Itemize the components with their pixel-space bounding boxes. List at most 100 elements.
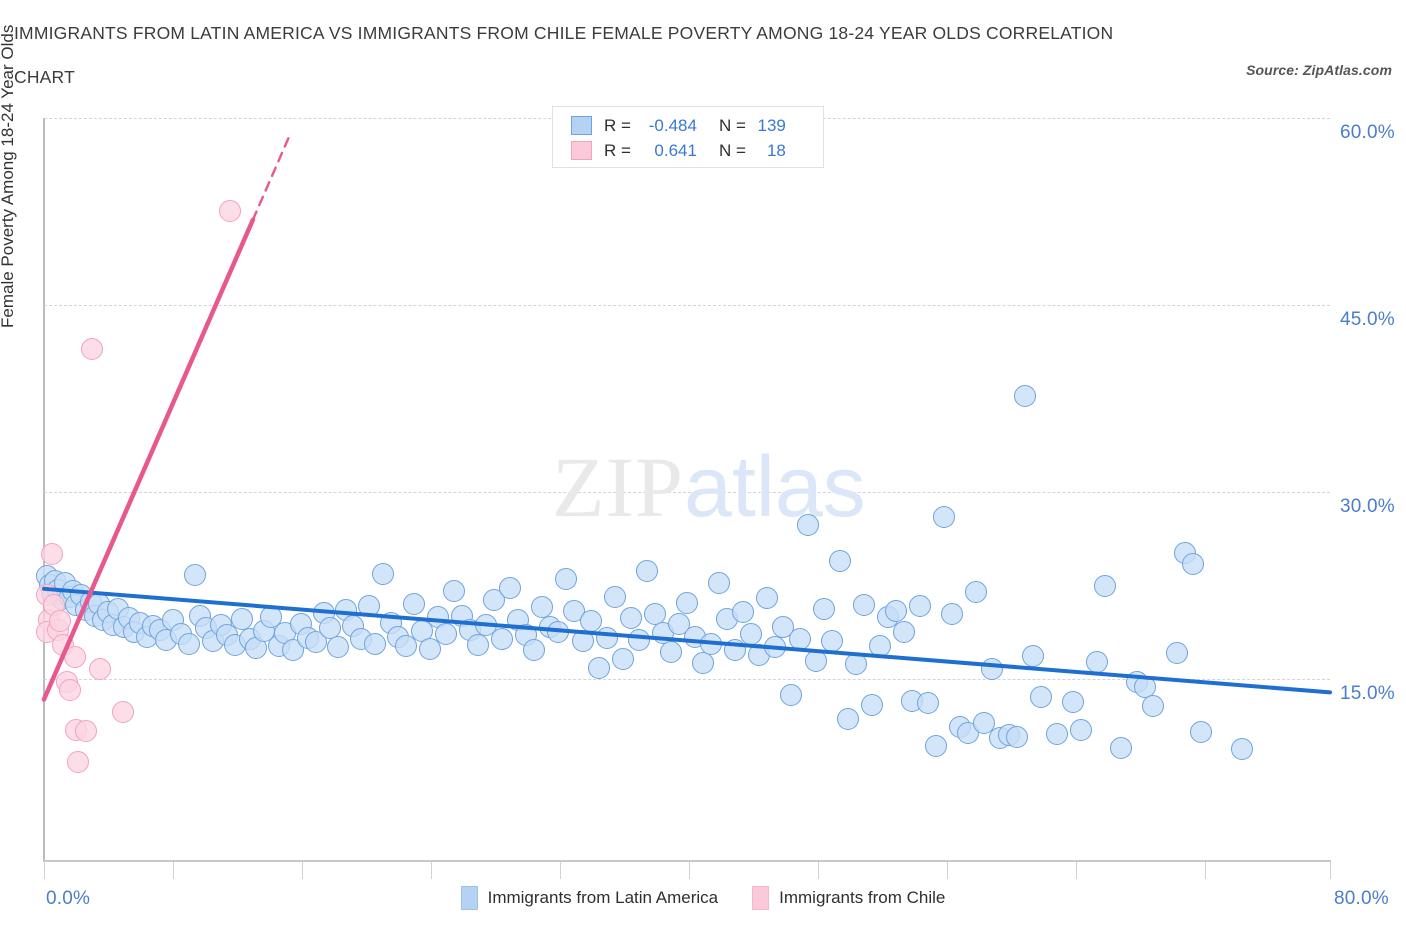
x-tick-2 [302,862,303,879]
data-point [1045,723,1068,746]
data-point [184,563,207,586]
x-max-label: 80.0% [1334,888,1389,909]
x-min-label: 0.0% [46,888,91,909]
legend-item-latin-america[interactable]: Immigrants from Latin America [460,886,718,910]
data-point [1182,553,1205,576]
stats-r-label-chile: R = [604,140,631,160]
data-point [868,634,891,657]
data-point [788,627,811,650]
data-point [732,601,755,624]
stats-swatch-chile [571,141,592,160]
watermark: ZIPatlas [552,444,866,530]
source-label: Source: ZipAtlas.com [1246,62,1392,78]
data-point [917,691,940,714]
data-point [1134,675,1157,698]
data-point [925,734,948,757]
x-tick-5 [689,862,690,879]
data-point [619,606,642,629]
stats-row-chile: R = 0.641 N = 18 [553,138,823,163]
data-point [1190,720,1213,743]
data-point [1085,651,1108,674]
data-point [844,653,867,676]
data-point [796,513,819,536]
x-tick-3 [431,862,432,879]
data-point [941,603,964,626]
series-legend: Immigrants from Latin America Immigrants… [0,886,1406,910]
plot-area: ZIPatlas [36,118,1330,860]
data-point [547,620,570,643]
data-point [555,568,578,591]
data-point [1061,690,1084,713]
gridline-30 [44,492,1330,493]
data-point [708,571,731,594]
data-point [1166,641,1189,664]
data-point [700,632,723,655]
data-point [434,623,457,646]
data-point [442,580,465,603]
data-point [692,652,715,675]
data-point [230,608,253,631]
data-point [965,581,988,604]
data-point [820,630,843,653]
data-point [828,549,851,572]
page-title: IMMIGRANTS FROM LATIN AMERICA VS IMMIGRA… [14,20,1214,90]
data-point [603,585,626,608]
data-point [364,632,387,655]
x-tick-6 [818,862,819,879]
legend-item-chile[interactable]: Immigrants from Chile [752,886,945,910]
data-point [63,646,86,669]
data-point [893,620,915,643]
y-axis-title: Female Poverty Among 18-24 Year Olds [0,24,17,328]
stats-row-latin-america: R = -0.484 N = 139 [553,113,823,138]
x-tick-7 [947,862,948,879]
data-point [884,599,907,622]
data-point [327,636,350,658]
stats-r-value-chile: 0.641 [654,140,697,160]
data-point [467,633,490,656]
data-point [635,560,658,583]
data-point [499,576,522,599]
correlation-stats-box: R = -0.484 N = 139 R = 0.641 N = 18 [552,106,824,168]
y-tick-label-30: 30.0% [1340,496,1395,517]
data-point [981,658,1004,681]
data-point [41,542,64,565]
data-point [836,708,859,731]
data-point [491,627,514,650]
data-point [860,694,883,717]
data-point [1230,738,1253,761]
data-point [531,596,554,619]
data-point [111,701,134,724]
stats-n-label-chile: N = [718,140,746,160]
data-point [357,595,380,618]
data-point [372,562,395,585]
data-point [1029,686,1052,709]
x-tick-8 [1076,862,1077,879]
data-point [804,649,827,672]
data-point [764,636,787,658]
data-point [1069,718,1092,741]
watermark-zip: ZIP [552,439,684,535]
data-point [740,623,763,646]
data-point [756,587,779,610]
stats-n-label-latin-america: N = [718,115,746,135]
y-tick-label-60: 60.0% [1340,122,1395,143]
data-point [571,630,594,653]
stats-n-value-latin-america: 139 [757,115,786,135]
data-point [74,719,97,742]
data-point [587,656,610,679]
data-point [219,199,242,222]
x-tick-9 [1205,862,1206,879]
legend-label-chile: Immigrants from Chile [779,888,946,907]
title-line-1: IMMIGRANTS FROM LATIN AMERICA VS IMMIGRA… [14,23,1114,43]
data-point [177,632,200,655]
data-point [852,594,875,617]
gridline-45 [44,305,1330,306]
data-point [89,658,112,681]
data-point [611,647,634,670]
data-point [627,629,650,652]
watermark-atlas: atlas [684,439,866,535]
data-point [1142,695,1165,718]
data-point [676,591,698,614]
data-point [933,505,956,528]
data-point [523,639,546,662]
